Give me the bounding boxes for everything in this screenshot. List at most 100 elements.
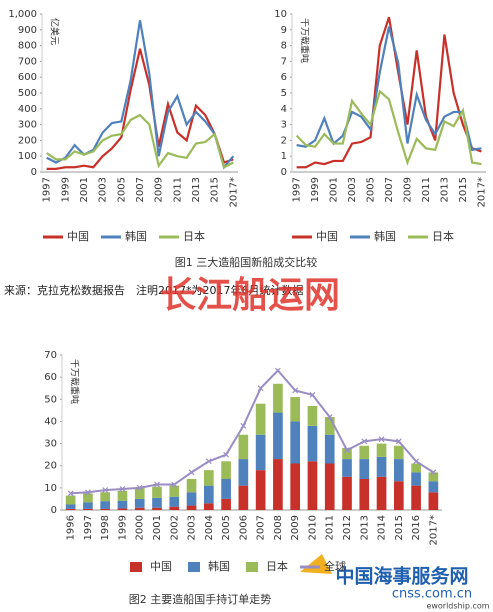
y-tick-label: 6 <box>281 72 287 83</box>
bar-segment <box>393 481 404 510</box>
bar-segment <box>221 479 231 499</box>
logo-site: eworldship.com <box>426 602 489 611</box>
bar-segment <box>307 461 318 510</box>
point-marker <box>188 469 195 476</box>
x-tick-label: 1997 <box>42 177 53 202</box>
series-line <box>46 48 234 170</box>
bar-segment <box>393 459 404 482</box>
bar-segment <box>411 485 421 510</box>
bar-segment <box>152 486 162 498</box>
point-marker <box>395 438 402 445</box>
bar-segment <box>83 508 93 510</box>
bar-segment <box>203 485 214 504</box>
y-tick-label: 800 <box>18 41 37 52</box>
point-marker <box>67 490 74 497</box>
x-tick-label: 2017* <box>476 177 487 207</box>
series-line <box>296 26 482 152</box>
bar-segment <box>152 497 162 508</box>
x-tick-label: 2013 <box>191 177 202 202</box>
y-tick-label: 400 <box>18 104 37 115</box>
y-tick-label: 20 <box>44 461 57 472</box>
bar-segment <box>342 448 352 460</box>
bar-segment <box>100 501 111 509</box>
point-marker <box>102 487 109 493</box>
x-tick-label: 2013 <box>439 177 450 202</box>
bar-segment <box>255 470 266 510</box>
bar-segment <box>428 481 439 493</box>
x-tick-label: 2003 <box>347 177 358 202</box>
bar-segment <box>169 496 180 507</box>
bar-segment <box>238 459 249 486</box>
bar-segment <box>324 463 335 510</box>
x-tick-label: 1996 <box>66 515 77 540</box>
x-tick-label: 2005 <box>116 177 127 202</box>
bar-segment <box>342 459 352 477</box>
series-line <box>296 16 482 169</box>
y-tick-label: 60 <box>44 372 57 383</box>
bar-segment <box>65 495 76 505</box>
bar-segment <box>307 405 318 426</box>
bar-segment <box>100 508 111 510</box>
y-tick-label: 300 <box>18 120 37 131</box>
point-marker <box>274 367 281 374</box>
x-tick-label: 2007 <box>135 177 146 202</box>
x-tick-label: 2005 <box>221 515 232 540</box>
figure-caption: 图1 三大造船国新船成交比较 <box>175 255 318 269</box>
x-tick-label: 2009 <box>154 177 165 202</box>
x-tick-label: 2009 <box>402 177 413 202</box>
x-tick-label: 2017* <box>228 177 239 207</box>
x-tick-label: 2002 <box>169 515 180 540</box>
bar-segment <box>359 445 370 460</box>
legend-label: 中国 <box>150 560 172 573</box>
point-marker <box>257 385 264 392</box>
source-note: 来源：克拉克松数据报告 注明2017*为2017年6月统计数据 <box>4 283 304 297</box>
legend-label: 日本 <box>183 229 205 243</box>
bar-segment <box>117 500 128 509</box>
y-tick-label: 500 <box>18 88 37 99</box>
x-tick-label: 2000 <box>135 515 146 540</box>
series-line <box>295 89 482 166</box>
x-tick-label: 2004 <box>204 515 215 540</box>
bar-segment <box>134 487 145 499</box>
legend-label: 韩国 <box>125 229 147 243</box>
legend-swatch <box>130 562 142 572</box>
y-tick-label: 2 <box>281 135 287 146</box>
y-tick-label: 50 <box>44 394 57 405</box>
y-tick-label: 3 <box>281 120 287 131</box>
x-tick-label: 2001 <box>79 177 90 202</box>
x-tick-label: 2015 <box>394 515 405 540</box>
bar-segment <box>238 485 249 510</box>
bar-segment <box>376 443 387 457</box>
y-tick-label: 70 <box>44 350 57 361</box>
x-tick-label: 1998 <box>100 515 111 540</box>
x-tick-label: 1997 <box>292 177 303 202</box>
legend-label: 韩国 <box>374 229 396 243</box>
point-marker <box>326 414 333 420</box>
point-marker <box>154 481 160 488</box>
legend-swatch <box>188 562 200 572</box>
legend-label: 全球 <box>324 559 346 573</box>
y-tick-label: 900 <box>18 25 37 36</box>
x-tick-label: 2001 <box>152 515 163 540</box>
bar-segment <box>428 492 439 510</box>
point-marker <box>84 489 91 496</box>
point-marker <box>413 458 420 465</box>
legend-label: 韩国 <box>208 559 230 573</box>
point-marker <box>361 438 368 445</box>
point-marker <box>205 458 212 465</box>
bar-segment <box>359 459 370 479</box>
bar-segment <box>428 472 439 482</box>
x-tick-label: 2005 <box>366 177 377 202</box>
bar-segment <box>203 503 214 510</box>
bar-segment <box>255 434 266 471</box>
x-tick-label: 2008 <box>273 515 284 540</box>
bar-segment <box>203 470 214 486</box>
x-tick-label: 2014 <box>377 515 388 540</box>
series-line <box>46 20 235 170</box>
bar-segment <box>359 479 370 510</box>
x-tick-label: 1999 <box>310 177 321 202</box>
x-tick-label: 1999 <box>117 515 128 540</box>
bar-segment <box>273 383 283 413</box>
x-tick-label: 2013 <box>359 515 370 540</box>
bar-segment <box>376 476 387 510</box>
